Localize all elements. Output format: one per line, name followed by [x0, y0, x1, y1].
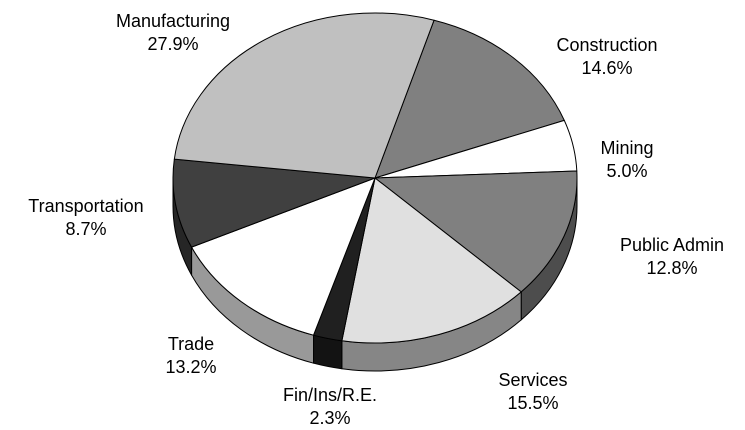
slice-label: Fin/Ins/R.E.	[283, 385, 377, 405]
pie-tops	[172, 12, 578, 344]
slice-value-label: 13.2%	[165, 357, 216, 377]
slice-label: Trade	[168, 334, 214, 354]
slice-value-label: 27.9%	[147, 34, 198, 54]
slice-label: Transportation	[28, 196, 143, 216]
slice-value-label: 2.3%	[309, 408, 350, 428]
slice-value-label: 14.6%	[581, 58, 632, 78]
slice-label: Construction	[556, 35, 657, 55]
slice-label: Manufacturing	[116, 11, 230, 31]
slice-value-label: 8.7%	[65, 219, 106, 239]
slice-value-label: 12.8%	[646, 258, 697, 278]
slice-label: Services	[498, 370, 567, 390]
pie-sides	[172, 177, 578, 372]
slice-label: Public Admin	[620, 235, 724, 255]
slice-value-label: 5.0%	[606, 161, 647, 181]
pie-slice	[341, 177, 522, 344]
pie-slice	[374, 170, 578, 293]
pie-slice	[172, 158, 376, 248]
slice-value-label: 15.5%	[507, 393, 558, 413]
pie-slice	[191, 177, 376, 336]
pie-slice	[374, 19, 565, 179]
pie-slice	[173, 12, 435, 179]
slice-label: Mining	[600, 138, 653, 158]
